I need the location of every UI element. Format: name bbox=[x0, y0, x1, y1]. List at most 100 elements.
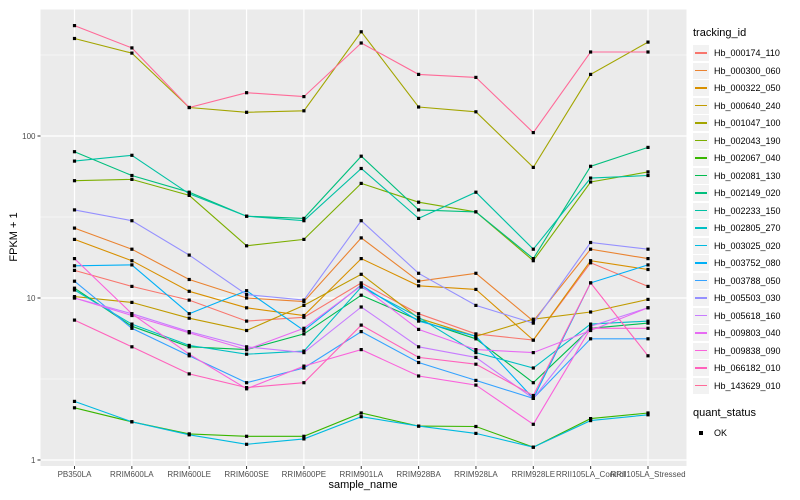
legend-item-Hb_003752_080: Hb_003752_080 bbox=[693, 255, 781, 271]
legend-key-swatch bbox=[693, 167, 709, 184]
legend-key-swatch bbox=[693, 185, 709, 201]
legend-key-line bbox=[695, 297, 707, 299]
x-tick-label: RRIM600LE bbox=[167, 470, 211, 479]
legend-key-line bbox=[695, 104, 707, 107]
legend-item-Hb_003025_020: Hb_003025_020 bbox=[693, 237, 781, 254]
legend-item-label: Hb_066182_010 bbox=[714, 363, 781, 373]
legend-item-Hb_002149_020: Hb_002149_020 bbox=[693, 185, 781, 201]
legend: tracking_id Hb_000174_110 Hb_000300_060 Hb… bbox=[693, 27, 781, 442]
legend-key-line bbox=[695, 157, 707, 159]
legend-item-label: Hb_002081_130 bbox=[714, 170, 781, 181]
x-tick-label: RRIM928LE bbox=[512, 470, 556, 479]
legend-item-label: Hb_003025_020 bbox=[714, 240, 781, 251]
legend-item-label: Hb_001047_100 bbox=[714, 118, 781, 128]
legend-item-label: Hb_003788_050 bbox=[714, 275, 781, 286]
x-tick-label: PB350LA bbox=[58, 470, 92, 479]
legend-item-Hb_000300_060: Hb_000300_060 bbox=[693, 62, 781, 79]
legend-key-swatch bbox=[693, 220, 709, 236]
legend-item-label: Hb_000174_110 bbox=[714, 48, 780, 58]
legend-key-line bbox=[695, 52, 707, 54]
y-tick-label: 1 bbox=[31, 456, 36, 465]
legend-tracking-entries: Hb_000174_110 Hb_000300_060 Hb_000322_050 H… bbox=[693, 45, 781, 394]
legend-item-Hb_000322_050: Hb_000322_050 bbox=[693, 80, 781, 96]
legend-item-label: Hb_002149_020 bbox=[714, 188, 781, 198]
legend-key-line bbox=[695, 332, 707, 334]
legend-key-swatch bbox=[693, 202, 709, 219]
legend-key-swatch bbox=[693, 115, 709, 131]
legend-key-line bbox=[695, 367, 707, 369]
legend-item-Hb_143629_010: Hb_143629_010 bbox=[693, 377, 781, 394]
legend-item-Hb_000640_240: Hb_000640_240 bbox=[693, 97, 781, 114]
x-tick-label: RRII105LA_Stressed bbox=[610, 470, 685, 479]
legend-key-line bbox=[695, 192, 707, 194]
legend-key-swatch bbox=[693, 150, 709, 166]
x-tick-label: RRIM928BA bbox=[396, 470, 441, 479]
legend-quant-entries: OK bbox=[693, 424, 781, 441]
legend-item-Hb_009838_090: Hb_009838_090 bbox=[693, 342, 781, 359]
legend-item-label: Hb_009803_040 bbox=[714, 328, 781, 338]
legend-key-swatch bbox=[693, 325, 709, 341]
legend-key-swatch bbox=[693, 80, 709, 96]
legend-item-label: Hb_003752_080 bbox=[714, 258, 781, 268]
legend-item-label: Hb_002067_040 bbox=[714, 153, 781, 163]
data-points bbox=[72, 24, 650, 449]
legend-key-line bbox=[695, 279, 707, 282]
legend-item-Hb_002233_150: Hb_002233_150 bbox=[693, 202, 781, 219]
legend-quant-status-block: quant_status OK bbox=[693, 407, 781, 441]
plot-panel bbox=[40, 9, 687, 466]
legend-item-label: Hb_143629_010 bbox=[714, 380, 781, 391]
x-tick-label: RRII105LA_Control bbox=[556, 470, 626, 479]
legend-title-tracking-id: tracking_id bbox=[693, 27, 747, 39]
legend-item-label: Hb_005618_160 bbox=[714, 310, 781, 321]
y-tick-label: 100 bbox=[22, 132, 36, 141]
legend-key-line bbox=[695, 244, 707, 247]
legend-key-swatch bbox=[693, 255, 709, 271]
legend-key-line bbox=[695, 227, 707, 229]
legend-item-label: Hb_000640_240 bbox=[714, 100, 781, 111]
legend-item-label: Hb_002805_270 bbox=[714, 223, 781, 233]
y-axis-title: FPKM + 1 bbox=[8, 212, 20, 262]
legend-item-label: Hb_009838_090 bbox=[714, 345, 781, 356]
legend-item-Hb_005618_160: Hb_005618_160 bbox=[693, 307, 781, 324]
x-tick-label: RRIM600SE bbox=[224, 470, 268, 479]
legend-key-line bbox=[695, 384, 707, 387]
legend-key-line bbox=[695, 122, 707, 124]
legend-item-Hb_002043_190: Hb_002043_190 bbox=[693, 132, 781, 149]
legend-item-label: Hb_005503_030 bbox=[714, 293, 781, 303]
legend-key-swatch bbox=[693, 424, 709, 441]
legend-key-swatch bbox=[693, 290, 709, 306]
gridlines-minor bbox=[40, 54, 687, 380]
legend-title-quant-status: quant_status bbox=[693, 406, 756, 419]
legend-key-line bbox=[695, 349, 707, 352]
legend-item-label: Hb_002233_150 bbox=[714, 205, 781, 216]
legend-item-Hb_002067_040: Hb_002067_040 bbox=[693, 150, 781, 166]
legend-item-label: Hb_000300_060 bbox=[714, 65, 781, 76]
legend-key-swatch bbox=[693, 360, 709, 376]
legend-key-swatch bbox=[693, 237, 709, 254]
legend-item-Hb_002805_270: Hb_002805_270 bbox=[693, 220, 781, 236]
legend-item-Hb_005503_030: Hb_005503_030 bbox=[693, 290, 781, 306]
legend-item-Hb_003788_050: Hb_003788_050 bbox=[693, 272, 781, 289]
legend-key-swatch bbox=[693, 132, 709, 149]
legend-item-Hb_002081_130: Hb_002081_130 bbox=[693, 167, 781, 184]
legend-item-quant-OK: OK bbox=[693, 424, 781, 441]
legend-item-label: Hb_002043_190 bbox=[714, 135, 781, 146]
legend-item-Hb_000174_110: Hb_000174_110 bbox=[693, 45, 781, 61]
legend-key-line bbox=[695, 174, 707, 177]
legend-item-Hb_001047_100: Hb_001047_100 bbox=[693, 115, 781, 131]
legend-key-line bbox=[695, 262, 707, 264]
legend-key-swatch bbox=[693, 342, 709, 359]
y-tick-label: 10 bbox=[27, 294, 36, 303]
axis-ticks bbox=[37, 135, 649, 469]
legend-key-swatch bbox=[693, 307, 709, 324]
legend-key-line bbox=[695, 139, 707, 142]
legend-key-swatch bbox=[693, 97, 709, 114]
legend-key-line bbox=[695, 209, 707, 212]
legend-key-line bbox=[695, 314, 707, 317]
x-tick-label: RRIM928LA bbox=[454, 470, 498, 479]
legend-item-label: OK bbox=[714, 427, 728, 438]
gridlines-major bbox=[40, 135, 687, 461]
legend-key-line bbox=[695, 87, 707, 89]
x-tick-label: RRIM901LA bbox=[339, 470, 383, 479]
legend-item-Hb_009803_040: Hb_009803_040 bbox=[693, 325, 781, 341]
